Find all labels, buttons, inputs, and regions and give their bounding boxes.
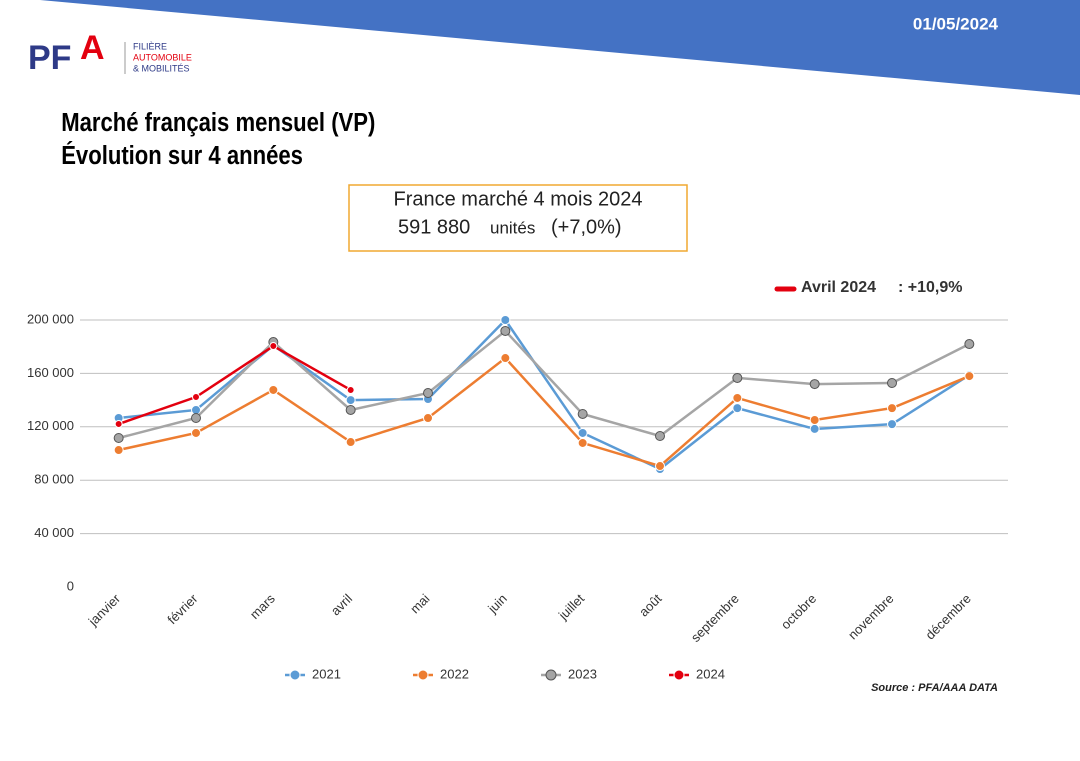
point: [345, 404, 356, 415]
chart: 0 40 000 80 000 120 000 160 000 200 000 janvie…: [27, 279, 1008, 694]
x-tick-label: février: [164, 590, 201, 627]
point: [423, 388, 433, 399]
series-line: [118, 344, 352, 426]
point: [809, 379, 820, 390]
point: [500, 325, 511, 336]
annotation-label: Avril 2024: [801, 279, 876, 296]
point: [809, 423, 820, 434]
legend-swatch: [417, 669, 429, 681]
highlight-box: [348, 184, 688, 252]
highlight-title: France marché 4 mois 2024: [393, 188, 642, 210]
point: [345, 437, 356, 448]
series-line: [118, 356, 970, 468]
x-tick-label: octobre: [778, 591, 819, 632]
point: [113, 433, 124, 444]
point: [809, 414, 820, 425]
highlight-number: 591 880: [398, 216, 470, 238]
logo-text: AUTOMOBILE: [133, 52, 192, 62]
y-tick-label: 40 000: [34, 525, 74, 540]
point: [964, 371, 975, 382]
x-tick-label: novembre: [845, 591, 896, 642]
legend-swatch: [289, 669, 301, 681]
legend-label: 2024: [696, 666, 725, 681]
y-tick-label: 80 000: [34, 472, 74, 487]
point: [114, 419, 123, 428]
point: [732, 403, 743, 414]
point: [887, 403, 897, 414]
point: [346, 385, 355, 394]
x-tick-label: janvier: [85, 590, 124, 629]
point: [191, 412, 201, 423]
y-tick-label: 120 000: [27, 418, 74, 433]
heading: Marché français mensuel (VP): [61, 108, 375, 137]
legend-label: 2022: [440, 666, 469, 681]
series-line: [118, 329, 970, 440]
point: [345, 395, 356, 406]
point: [732, 392, 743, 403]
banner: [40, 0, 1080, 95]
x-tick-label: mai: [407, 591, 432, 616]
point: [191, 427, 201, 438]
highlight-unit: unités: [490, 218, 535, 237]
source: Source : PFA/AAA DATA: [871, 682, 998, 694]
y-tick-label: 0: [67, 578, 74, 593]
y-tick-label: 200 000: [27, 311, 74, 326]
highlight-change: (+7,0%): [551, 216, 622, 238]
point: [577, 427, 588, 438]
x-tick-label: août: [636, 591, 665, 620]
legend-swatch: [545, 669, 557, 681]
point: [192, 393, 200, 402]
point: [500, 353, 511, 364]
annotation-text: : +10,9%: [898, 279, 962, 296]
logo-text: & MOBILITÉS: [133, 63, 190, 73]
x-tick-label: avril: [328, 591, 356, 619]
point: [577, 408, 588, 419]
logo-text: FILIÈRE: [133, 41, 167, 51]
y-tick-label: 160 000: [27, 365, 74, 380]
point: [655, 431, 665, 442]
point: [655, 461, 665, 472]
legend-label: 2021: [312, 666, 341, 681]
point: [423, 412, 433, 423]
legend-label: 2023: [568, 666, 597, 681]
logo-mark: PF: [28, 39, 71, 77]
point: [964, 339, 975, 350]
x-tick-label: décembre: [922, 591, 973, 642]
x-tick-label: septembre: [688, 591, 742, 645]
date: 01/05/2024: [913, 14, 999, 33]
heading: Évolution sur 4 années: [61, 140, 303, 170]
x-tick-label: juillet: [555, 591, 588, 624]
point: [113, 445, 124, 456]
point: [887, 419, 897, 430]
point: [269, 342, 278, 351]
point: [500, 315, 511, 325]
series-line: [118, 318, 971, 471]
point: [887, 378, 897, 389]
logo-mark: A: [80, 29, 105, 67]
point: [732, 372, 743, 383]
legend-swatch: [673, 669, 685, 681]
point: [577, 437, 588, 448]
x-tick-label: juin: [484, 591, 510, 617]
x-tick-label: mars: [247, 591, 278, 622]
point: [268, 384, 279, 395]
